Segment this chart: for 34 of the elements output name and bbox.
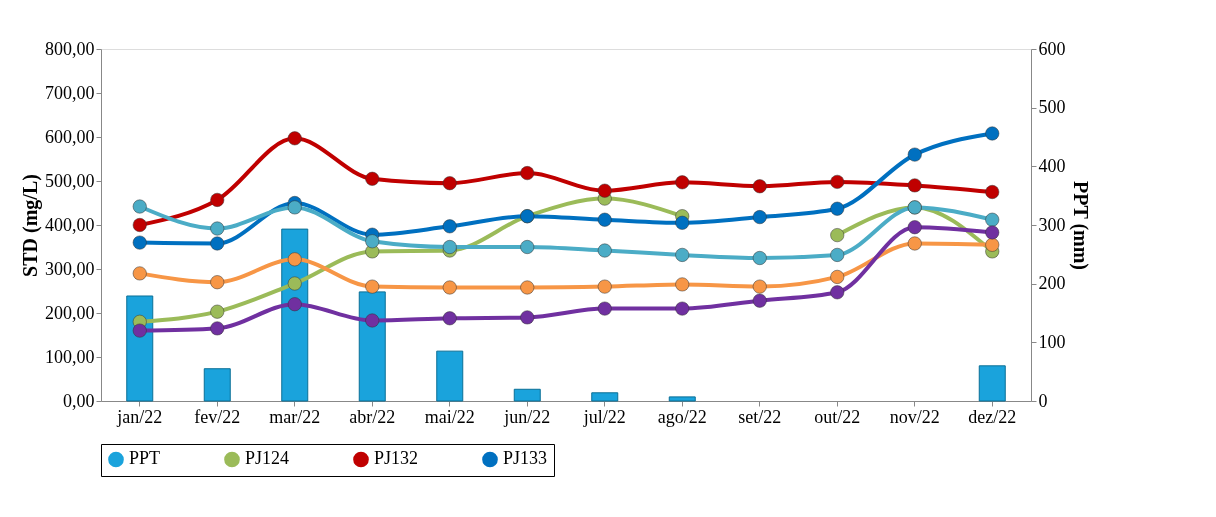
y-tick-label: 700,00 [45, 82, 95, 103]
x-tick-label: mai/22 [424, 406, 475, 427]
x-tick-label: ago/22 [657, 406, 707, 427]
y-tick-label: 100,00 [45, 346, 95, 367]
y2-tick-label: 300 [1038, 214, 1066, 235]
legend-label: PJ132 [374, 448, 419, 469]
y-tick-label: 200,00 [45, 302, 95, 323]
x-tick-label: fev/22 [194, 406, 241, 427]
x-tick-label: mar/22 [269, 406, 321, 427]
x-tick-label: jul/22 [582, 406, 626, 427]
y-tick-label: 800,00 [45, 38, 95, 59]
x-tick-label: jun/22 [503, 406, 551, 427]
legend-label: PJ124 [245, 448, 290, 469]
y-tick-label: 400,00 [45, 214, 95, 235]
y2-tick-label: 100 [1038, 331, 1066, 352]
y-tick-label: 300,00 [45, 258, 95, 279]
y2-axis-title: PPT (mm) [1068, 180, 1092, 271]
y-tick-label: 600,00 [45, 126, 95, 147]
x-tick-label: out/22 [814, 406, 861, 427]
x-tick-label: jan/22 [116, 406, 163, 427]
x-tick-label: set/22 [738, 406, 782, 427]
y2-tick-label: 500 [1038, 97, 1066, 118]
legend-label: PPT [129, 448, 161, 469]
x-tick-label: abr/22 [349, 406, 396, 427]
x-tick-label: nov/22 [889, 406, 940, 427]
y2-tick-label: 400 [1038, 155, 1066, 176]
y-tick-label: 500,00 [45, 170, 95, 191]
legend-label: PJ133 [503, 448, 548, 469]
y-axis-title: STD (mg/L) [19, 174, 42, 277]
y2-tick-label: 0 [1038, 390, 1048, 411]
y-tick-label: 0,00 [63, 390, 95, 411]
x-tick-label: dez/22 [968, 406, 1017, 427]
y2-tick-label: 600 [1038, 38, 1066, 59]
y2-tick-label: 200 [1038, 273, 1066, 294]
